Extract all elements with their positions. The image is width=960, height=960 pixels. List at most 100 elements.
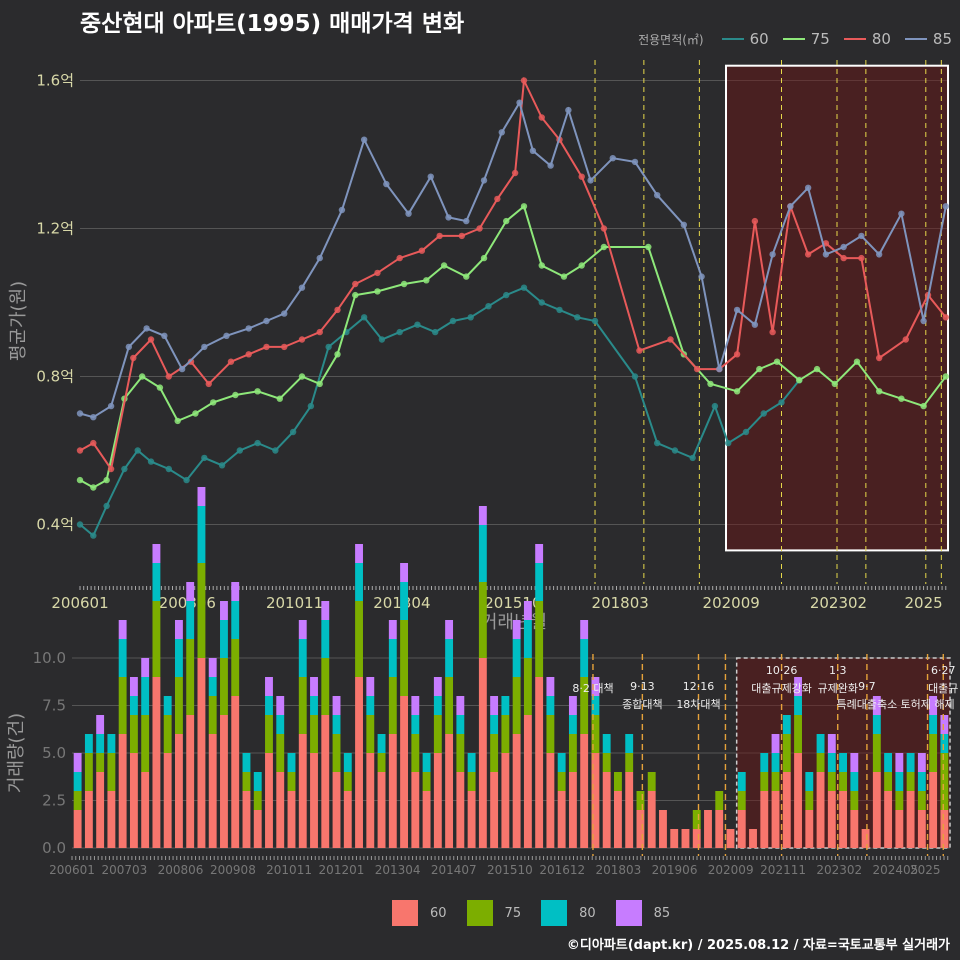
data-point <box>503 217 510 225</box>
bar-75 <box>647 772 656 791</box>
bar-60 <box>546 753 555 848</box>
data-point <box>245 351 252 358</box>
bar-60 <box>310 753 318 848</box>
bar-75 <box>535 601 544 677</box>
data-point <box>187 358 195 365</box>
bar-75 <box>208 696 217 734</box>
data-point <box>769 251 776 258</box>
bar-60 <box>220 715 228 848</box>
annotation-date: 12·16 <box>683 680 715 693</box>
data-point <box>103 502 110 510</box>
bar-80 <box>220 620 228 658</box>
bar-80 <box>850 772 859 791</box>
y-tick-label: 0.0 <box>42 839 66 857</box>
y-tick-label: 1.6억 <box>36 72 74 90</box>
bar-60 <box>737 810 746 848</box>
bar-75 <box>400 620 409 696</box>
legend-bottom-item: 85 <box>615 900 670 926</box>
x-tick-label: 202111 <box>760 863 806 877</box>
legend-swatch-icon <box>466 900 493 926</box>
data-point <box>161 332 168 339</box>
data-point <box>822 251 830 258</box>
legend-swatch-icon <box>541 900 568 926</box>
data-point <box>360 314 368 321</box>
bar-75 <box>895 791 904 810</box>
bar-85 <box>478 506 487 525</box>
legend-bottom-item: 80 <box>541 900 596 926</box>
bar-80 <box>557 753 566 772</box>
bar-75 <box>884 772 893 791</box>
bar-75 <box>197 563 206 658</box>
data-point <box>680 221 688 228</box>
legend-top-item: 80 <box>843 30 891 48</box>
x-tick-label: 200703 <box>101 863 147 877</box>
data-point <box>778 399 785 406</box>
data-point <box>733 351 741 358</box>
data-point <box>600 225 608 232</box>
bar-60 <box>231 696 240 848</box>
data-point <box>352 291 359 299</box>
data-point <box>334 351 341 358</box>
bar-60 <box>681 829 690 848</box>
bar-75 <box>568 734 577 772</box>
bar-75 <box>163 715 172 753</box>
bar-60 <box>760 791 769 848</box>
data-point <box>414 321 421 328</box>
bar-75 <box>478 582 487 658</box>
data-point <box>920 317 927 325</box>
data-point <box>813 365 821 373</box>
bar-60 <box>782 772 791 848</box>
x-tick-label: 202302 <box>816 863 862 877</box>
bar-80 <box>152 563 161 601</box>
data-point <box>201 343 208 351</box>
data-point <box>76 410 84 417</box>
data-point <box>751 321 759 328</box>
bar-75 <box>850 791 859 810</box>
bar-80 <box>906 753 915 772</box>
bar-80 <box>445 639 454 677</box>
bar-80 <box>568 715 577 734</box>
bar-85 <box>827 734 836 753</box>
x-tick-label: 200601 <box>51 594 108 612</box>
bar-80 <box>366 696 375 715</box>
bar-80 <box>501 696 510 715</box>
bar-85 <box>129 677 138 696</box>
data-point <box>165 373 172 380</box>
data-point <box>902 336 910 343</box>
bar-85 <box>332 696 341 715</box>
bar-60 <box>670 829 679 848</box>
bar-75 <box>265 715 273 753</box>
data-point <box>107 402 115 410</box>
bar-80 <box>186 601 195 639</box>
data-point <box>920 402 927 410</box>
x-tick-label: 200601 <box>49 863 95 877</box>
data-point <box>463 273 470 280</box>
data-point <box>232 391 239 399</box>
data-point <box>653 192 661 199</box>
bar-85 <box>276 696 285 715</box>
bar-80 <box>782 715 791 734</box>
data-point <box>440 262 448 269</box>
legend-top-item: 85 <box>904 30 952 48</box>
chart-title: 중산현대 아파트(1995) 매매가격 변화 <box>80 11 465 37</box>
bar-60 <box>355 677 363 848</box>
bar-85 <box>523 601 532 620</box>
data-point <box>254 388 261 395</box>
bar-60 <box>490 772 499 848</box>
bar-60 <box>332 772 341 848</box>
bar-75 <box>433 715 442 753</box>
bar-80 <box>546 696 555 715</box>
bar-85 <box>917 753 926 772</box>
y-tick-label: 1.2억 <box>36 220 74 238</box>
bar-60 <box>872 772 881 848</box>
bar-80 <box>174 639 183 677</box>
data-point <box>480 177 488 184</box>
bar-60 <box>152 677 161 848</box>
bar-85 <box>355 544 363 563</box>
data-point <box>858 232 865 240</box>
bar-80 <box>287 753 296 772</box>
data-point <box>298 373 306 380</box>
data-point <box>645 243 652 251</box>
bar-80 <box>84 734 93 753</box>
bar-85 <box>152 544 161 563</box>
